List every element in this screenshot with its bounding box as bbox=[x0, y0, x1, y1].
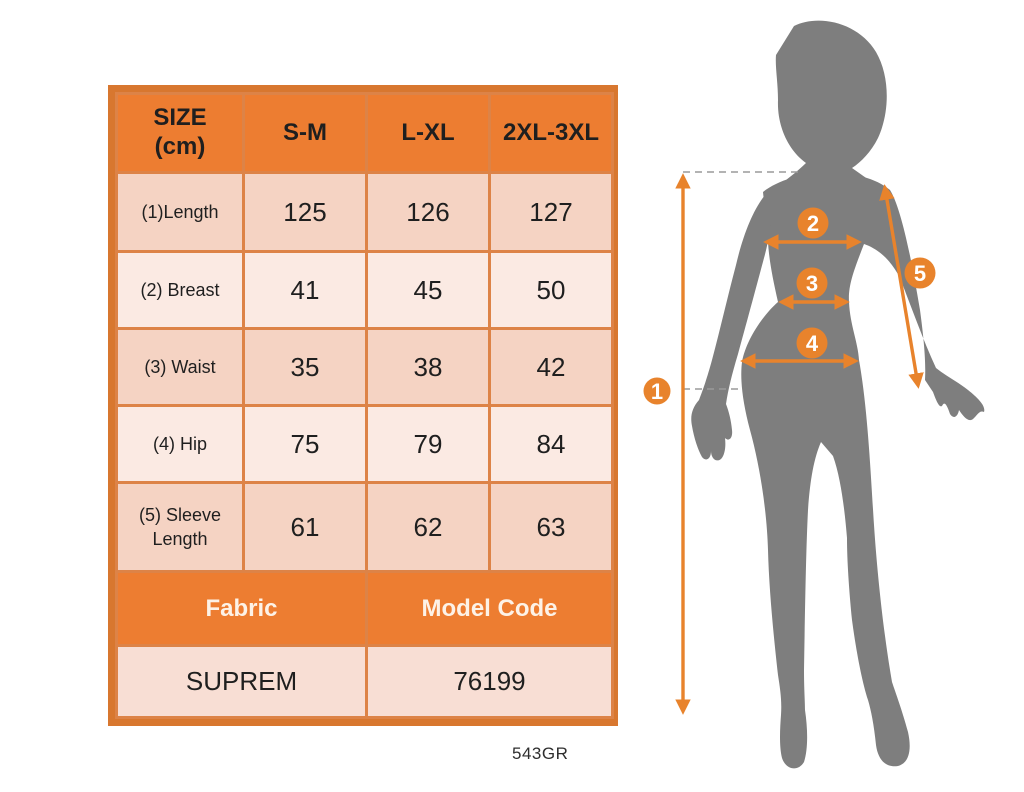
marker-4-hip: 4 bbox=[796, 327, 828, 359]
marker-1-number: 1 bbox=[651, 379, 663, 404]
row-label-waist: (3) Waist bbox=[115, 327, 245, 407]
silhouette-body bbox=[741, 172, 985, 769]
table-row-waist: (3) Waist 35 38 42 bbox=[115, 327, 614, 407]
breast-lxl: 45 bbox=[365, 250, 491, 330]
hip-lxl: 79 bbox=[365, 404, 491, 484]
sleeve-arrow bbox=[879, 184, 924, 389]
sleeve-lxl: 62 bbox=[365, 481, 491, 573]
fabric-header: Fabric bbox=[115, 570, 368, 647]
size-header-line1: SIZE bbox=[153, 104, 207, 132]
fabric-value: SUPREM bbox=[115, 644, 368, 719]
row-label-sleeve: (5) Sleeve Length bbox=[115, 481, 245, 573]
table-header-row: SIZE (cm) S-M L-XL 2XL-3XL bbox=[115, 92, 614, 174]
length-lxl: 126 bbox=[365, 171, 491, 253]
hip-2xl: 84 bbox=[488, 404, 614, 484]
column-header-sm: S-M bbox=[242, 92, 368, 174]
table-footer-value-row: SUPREM 76199 bbox=[115, 644, 614, 719]
breast-sm: 41 bbox=[242, 250, 368, 330]
size-header-line2: (cm) bbox=[154, 133, 206, 160]
waist-2xl: 42 bbox=[488, 327, 614, 407]
column-header-lxl: L-XL bbox=[365, 92, 491, 174]
measurement-arrows bbox=[675, 173, 924, 715]
model-code-value: 76199 bbox=[365, 644, 614, 719]
sleeve-sm: 61 bbox=[242, 481, 368, 573]
breast-2xl: 50 bbox=[488, 250, 614, 330]
size-cm-header: SIZE (cm) bbox=[115, 92, 245, 174]
reference-dashes bbox=[683, 171, 800, 390]
table-footer-header-row: Fabric Model Code bbox=[115, 570, 614, 647]
size-chart-table: SIZE (cm) S-M L-XL 2XL-3XL (1)Length 125… bbox=[108, 85, 618, 726]
female-silhouette bbox=[691, 20, 985, 769]
column-header-2xl3xl: 2XL-3XL bbox=[488, 92, 614, 174]
style-code-text: 543GR bbox=[512, 744, 569, 763]
sleeve-2xl: 63 bbox=[488, 481, 614, 573]
marker-1-length: 1 bbox=[643, 377, 671, 405]
table-row-hip: (4) Hip 75 79 84 bbox=[115, 404, 614, 484]
marker-4-number: 4 bbox=[806, 331, 819, 356]
row-label-breast: (2) Breast bbox=[115, 250, 245, 330]
waist-sm: 35 bbox=[242, 327, 368, 407]
waist-lxl: 38 bbox=[365, 327, 491, 407]
marker-2-number: 2 bbox=[807, 211, 819, 236]
length-2xl: 127 bbox=[488, 171, 614, 253]
silhouette-left-arm bbox=[691, 195, 773, 461]
table-row-sleeve-length: (5) Sleeve Length 61 62 63 bbox=[115, 481, 614, 573]
silhouette-head-hair bbox=[775, 20, 887, 189]
marker-2-breast: 2 bbox=[797, 207, 829, 239]
table-row-breast: (2) Breast 41 45 50 bbox=[115, 250, 614, 330]
row-label-length: (1)Length bbox=[115, 171, 245, 253]
marker-3-waist: 3 bbox=[796, 267, 828, 299]
length-sm: 125 bbox=[242, 171, 368, 253]
marker-5-sleeve: 5 bbox=[904, 257, 936, 289]
marker-5-number: 5 bbox=[914, 261, 926, 286]
marker-3-number: 3 bbox=[806, 271, 818, 296]
model-code-header: Model Code bbox=[365, 570, 614, 647]
hip-sm: 75 bbox=[242, 404, 368, 484]
measurement-markers: 1 2 3 4 5 bbox=[643, 207, 936, 405]
table-row-length: (1)Length 125 126 127 bbox=[115, 171, 614, 253]
measurement-figure: 1 2 3 4 5 bbox=[628, 10, 1024, 790]
row-label-hip: (4) Hip bbox=[115, 404, 245, 484]
